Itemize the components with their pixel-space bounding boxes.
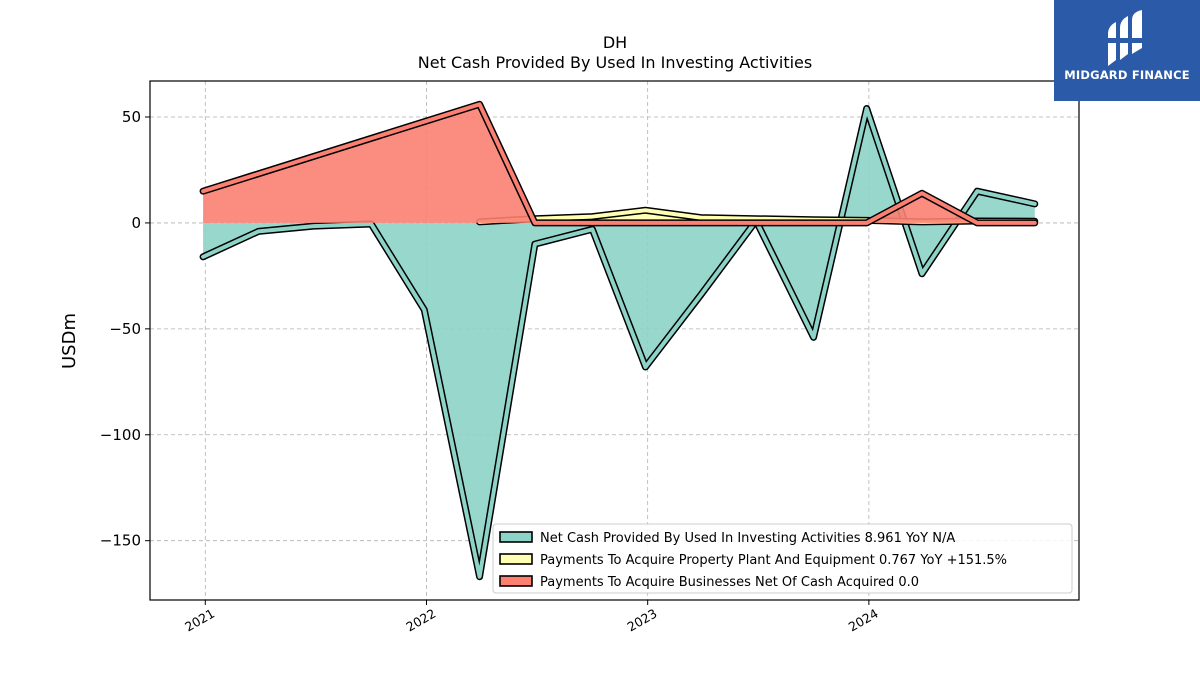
legend-swatch-0 (499, 531, 533, 543)
series-area-2 (203, 104, 1035, 223)
x-tick-label: 2024 (846, 606, 881, 635)
y-tick-label: −150 (100, 532, 141, 550)
series-group (199, 100, 1039, 581)
plot-frame (149, 80, 1080, 601)
y-tick-label: 0 (131, 214, 141, 232)
legend-label-1: Payments To Acquire Property Plant And E… (540, 553, 1007, 568)
brand-logo: MIDGARD FINANCE (1054, 0, 1200, 101)
chart-title: DH (603, 33, 627, 52)
x-tick-label: 2022 (403, 606, 438, 635)
chart-subtitle: Net Cash Provided By Used In Investing A… (418, 53, 812, 72)
y-axis-label: USDm (59, 313, 80, 369)
legend: Net Cash Provided By Used In Investing A… (492, 523, 1073, 594)
series-line-0 (201, 106, 1037, 579)
y-tick-label: −50 (109, 320, 141, 338)
logo-mark-icon (1108, 10, 1142, 66)
legend-swatch-2 (499, 575, 533, 587)
y-tick-label: −100 (100, 426, 141, 444)
legend-box (492, 523, 1073, 594)
legend-label-0: Net Cash Provided By Used In Investing A… (540, 531, 955, 546)
series-line-2 (201, 102, 1037, 225)
y-tick-label: 50 (122, 108, 141, 126)
x-tick-label: 2023 (625, 606, 660, 635)
legend-label-2: Payments To Acquire Businesses Net Of Ca… (540, 575, 919, 590)
legend-swatch-1 (499, 553, 533, 565)
grid (150, 81, 1079, 600)
x-tick-label: 2021 (182, 606, 217, 635)
logo-text: MIDGARD FINANCE (1064, 68, 1190, 82)
